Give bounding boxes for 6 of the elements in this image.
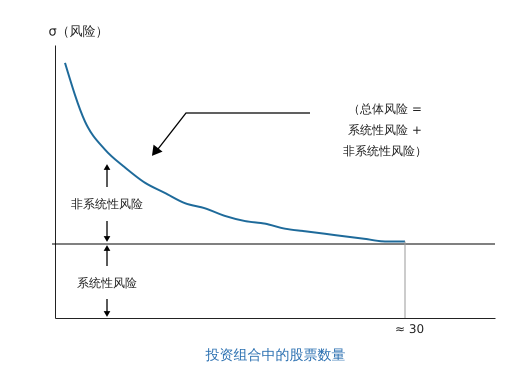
annotation: 系统性风险 [77,276,137,290]
annotation: （总体风险 = 系统性风险 + 非系统性风险） [343,102,427,158]
y-axis-title: σ（风险） [48,24,109,40]
text: ≈ 30 [395,322,424,336]
x-axis-title: 投资组合中的股票数量 [204,348,346,364]
annotation: 非系统性风险 [71,197,143,211]
